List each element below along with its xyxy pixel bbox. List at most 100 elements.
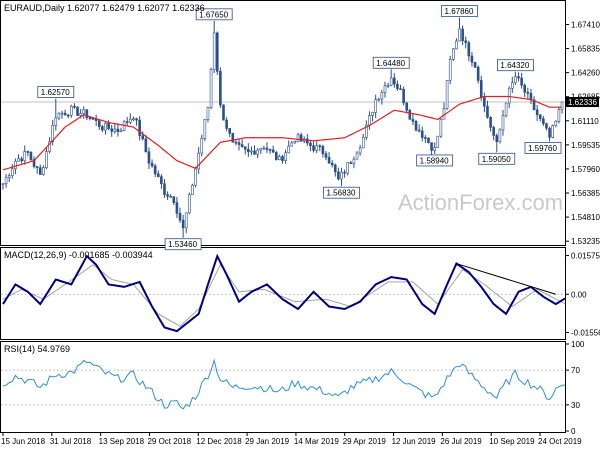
pivot-label: 1.64320 [500,61,529,70]
candle-body [73,105,76,108]
candle-body [26,151,30,153]
candle-body [14,160,17,170]
candle-body [153,165,157,175]
candle-body [448,59,452,81]
x-tick-label: 13 Sep 2018 [99,437,145,446]
candle-body [147,151,151,164]
macd-panel-frame [0,247,566,340]
pivot-label-box [524,142,562,154]
price-panel-frame [0,0,566,246]
candle-body [79,113,82,116]
candle-body [194,168,197,186]
candle-body [430,142,433,151]
candle-body [520,77,523,86]
candle-body [278,156,281,161]
pivot-label-box [323,186,360,199]
candle-body [374,99,377,113]
pivot-label: 1.62570 [41,88,70,97]
candle-body [150,162,154,167]
candle-body [76,106,79,116]
pivot-label-box [478,152,516,165]
candle-body [107,122,110,130]
rsi-line [2,358,566,410]
candle-body [175,202,179,214]
candle-body [455,40,458,50]
candle-body [548,127,551,138]
candle-body [163,183,166,195]
candle-body [160,176,163,185]
candle-body [48,141,51,152]
rsi-y-tick-label: 30 [571,401,580,410]
candle-body [268,149,272,151]
candle-body [250,150,253,153]
rsi-panel: 100 70 30 0 [1,340,585,436]
candle-body [479,80,483,98]
candle-body [324,153,328,158]
candle-body [191,184,194,196]
candle-body [60,112,64,115]
candle-body [7,175,11,178]
candle-body [433,147,436,151]
candle-body [517,76,520,79]
price-y-tick-label: 1.54810 [571,213,600,222]
macd-y-tick-label: 0.01575 [571,252,600,261]
price-tag-box [566,97,599,108]
candle-body [70,105,73,116]
candle-body [166,194,169,197]
candle-body [51,125,54,143]
candle-body [461,28,464,42]
pivot-label-box [164,238,202,251]
rsi-y-tick-label: 0 [571,427,576,436]
candle-body [504,102,508,116]
candle-body [265,147,269,150]
x-tick-label: 14 Mar 2019 [294,437,339,446]
candle-body [184,212,188,229]
candle-body [240,144,244,147]
candle-body [188,194,191,214]
candle-body [458,28,461,42]
candle-body [290,142,294,147]
candle-body [119,129,123,132]
candle-body [247,148,250,153]
moving-average-line [2,95,562,171]
watermark: ActionForex.com [398,190,563,215]
x-tick-label: 24 Oct 2019 [538,437,582,446]
price-y-tick-label: 1.61110 [571,117,599,126]
candle-body [237,142,241,145]
candle-body [66,114,70,117]
candle-body [402,88,405,104]
candle-body [452,48,455,60]
price-y-tick-label: 1.67410 [571,20,600,29]
candle-body [181,219,185,229]
candle-body [349,162,353,165]
candle-body [532,99,536,111]
candle-body [4,177,8,185]
candle-body [352,158,356,165]
price-chart-title: EURAUD,Daily 1.62077 1.62479 1.62077 1.6… [4,3,205,13]
candle-body [172,196,176,203]
candle-body [427,137,430,143]
candle-body [17,158,20,162]
candle-body [408,109,412,120]
candle-body [396,83,399,89]
candle-body [125,121,129,123]
candle-body [542,118,545,124]
candle-body [439,118,443,137]
candle-body [293,141,297,144]
candle-body [330,162,334,166]
price-y-tick-label: 1.65835 [571,45,600,54]
pivot-label-box [372,56,410,69]
candle-body [234,141,238,144]
candle-body [414,121,418,131]
candle-body [144,138,148,153]
rsi-y-tick-label: 100 [571,340,585,349]
candle-body [228,128,232,134]
candle-body [523,84,527,93]
candle-body [333,164,337,173]
candle-body [501,115,505,131]
candle-body [262,147,266,150]
candle-body [63,112,67,116]
pivot-label: 1.58940 [420,156,449,165]
candle-body [20,158,23,162]
